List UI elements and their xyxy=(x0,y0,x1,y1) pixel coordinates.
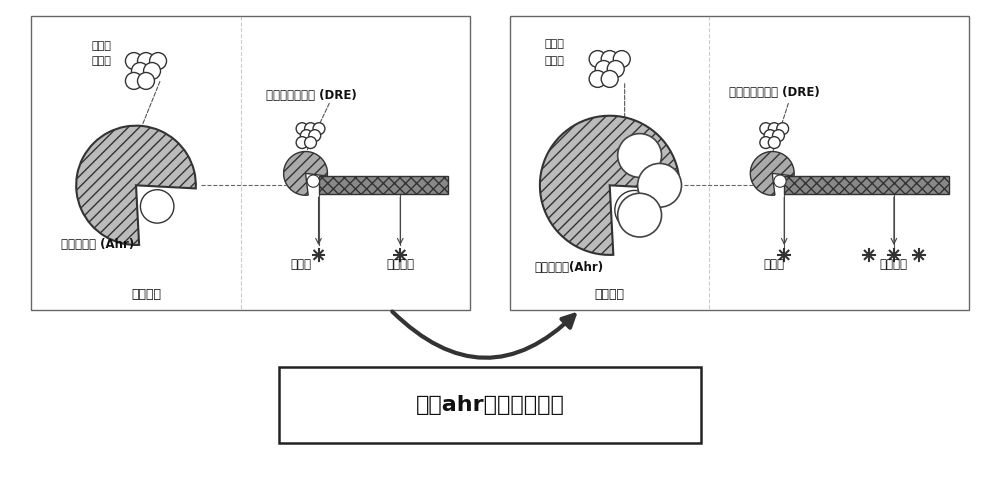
Text: 二恶英响应元件 (DRE): 二恶英响应元件 (DRE) xyxy=(266,89,356,102)
FancyBboxPatch shape xyxy=(279,367,701,443)
Wedge shape xyxy=(750,152,794,195)
Circle shape xyxy=(138,73,154,89)
Circle shape xyxy=(140,190,174,223)
Circle shape xyxy=(768,137,780,149)
Circle shape xyxy=(296,123,308,135)
Circle shape xyxy=(309,130,321,141)
Text: 细胞核膜: 细胞核膜 xyxy=(131,288,161,301)
Text: 芳香烃受体 (Ahr): 芳香烃受体 (Ahr) xyxy=(61,239,134,251)
Bar xyxy=(784,176,949,194)
Circle shape xyxy=(777,123,789,135)
Text: 二恶英响应元件 (DRE): 二恶英响应元件 (DRE) xyxy=(729,87,820,99)
Circle shape xyxy=(300,130,312,141)
Bar xyxy=(319,176,448,194)
FancyArrowPatch shape xyxy=(392,312,574,358)
Circle shape xyxy=(601,70,618,87)
Circle shape xyxy=(773,130,784,141)
Circle shape xyxy=(313,123,325,135)
Text: 报告基因: 报告基因 xyxy=(880,258,908,272)
Circle shape xyxy=(774,175,786,187)
Circle shape xyxy=(307,175,319,187)
Circle shape xyxy=(607,61,624,77)
Text: 二恶英: 二恶英 xyxy=(91,41,111,51)
Text: 类物质: 类物质 xyxy=(91,56,111,66)
Wedge shape xyxy=(76,126,196,245)
Circle shape xyxy=(125,53,142,69)
Circle shape xyxy=(615,190,654,229)
Text: 构建ahr过表达细胞系: 构建ahr过表达细胞系 xyxy=(416,395,564,415)
Text: 芳香烃受体(Ahr): 芳香烃受体(Ahr) xyxy=(535,261,604,274)
Circle shape xyxy=(305,137,316,149)
Bar xyxy=(510,16,969,310)
Text: 类物质: 类物质 xyxy=(545,56,565,66)
Circle shape xyxy=(131,63,148,79)
Circle shape xyxy=(613,51,630,67)
Circle shape xyxy=(760,137,772,149)
Circle shape xyxy=(138,53,154,69)
Text: 二恶英: 二恶英 xyxy=(545,39,565,49)
Circle shape xyxy=(589,51,606,67)
Circle shape xyxy=(764,130,776,141)
Text: 报告基因: 报告基因 xyxy=(386,258,414,272)
Circle shape xyxy=(638,163,681,207)
Circle shape xyxy=(150,53,167,69)
Text: 细胞核膜: 细胞核膜 xyxy=(595,288,625,301)
Circle shape xyxy=(601,51,618,67)
Circle shape xyxy=(595,61,612,77)
Wedge shape xyxy=(540,116,679,255)
Circle shape xyxy=(768,123,780,135)
Circle shape xyxy=(589,70,606,87)
Text: 启动子: 启动子 xyxy=(290,258,311,272)
Text: 启动子: 启动子 xyxy=(764,258,785,272)
Circle shape xyxy=(760,123,772,135)
Circle shape xyxy=(144,63,160,79)
Circle shape xyxy=(618,193,662,237)
Bar xyxy=(31,16,470,310)
Circle shape xyxy=(296,137,308,149)
Circle shape xyxy=(618,134,662,177)
Wedge shape xyxy=(284,152,327,195)
Circle shape xyxy=(305,123,316,135)
Circle shape xyxy=(125,73,142,89)
